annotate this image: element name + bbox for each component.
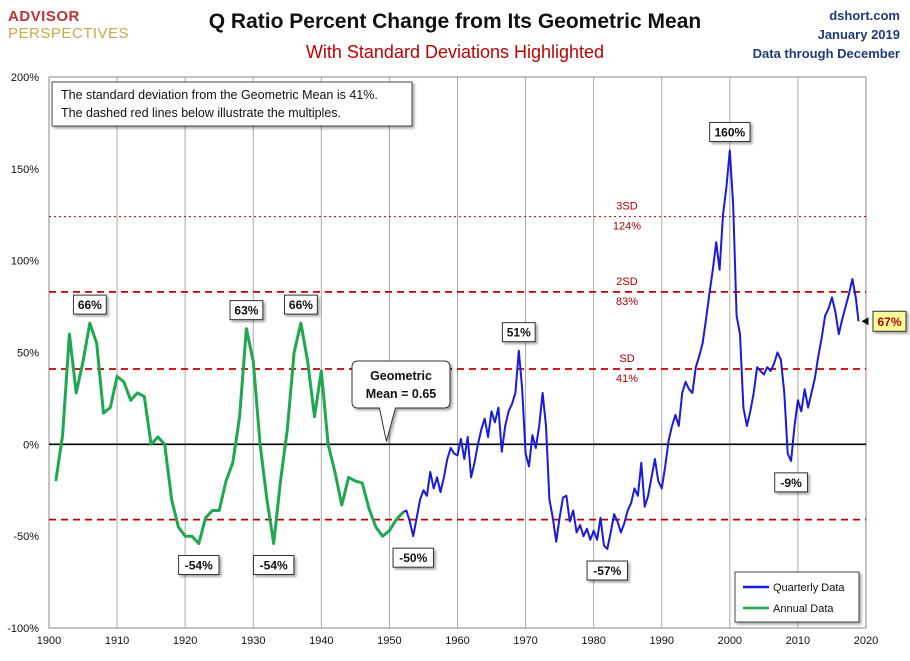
reference-lines: 3SD 124% 2SD 83% SD 41% [49, 201, 866, 521]
annotation-label: 160% [714, 125, 745, 139]
value-annotation: 66% [284, 294, 318, 315]
legend-annual-label: Annual Data [773, 603, 834, 615]
y-tick-label: 200% [11, 72, 39, 84]
x-tick-label: 2000 [718, 635, 742, 647]
series-layer [54, 149, 860, 550]
sd-value-label: 41% [616, 373, 638, 385]
value-annotation: -54% [252, 555, 295, 576]
x-tick-label: 2010 [786, 635, 810, 647]
sd-value-label: 124% [613, 221, 641, 233]
annotation-box [501, 322, 536, 343]
x-tick-label: 2020 [854, 635, 878, 647]
legend-quarterly-label: Quarterly Data [773, 582, 845, 594]
x-tick-label: 1900 [37, 635, 61, 647]
sd-value-label: 83% [616, 296, 638, 308]
callout-line1: Geometric [370, 369, 432, 383]
series-line-quarterly [402, 149, 860, 550]
source-block: dshort.com January 2019 Data through Dec… [753, 6, 900, 63]
annotation-label: -57% [593, 564, 621, 578]
y-tick-label: -100% [7, 623, 39, 635]
value-annotation: 160% [709, 121, 751, 142]
value-annotation: -9% [774, 472, 809, 493]
annotation-layer: 66% 63% 66% 51% 160% -54% -54% -50% -57% -9% Geome… [72, 121, 907, 581]
last-value-text: 67% [877, 315, 901, 329]
annotation-box [178, 555, 220, 576]
source-date: January 2019 [817, 27, 900, 42]
y-tick-label: 0% [23, 439, 39, 451]
brand-line1: ADVISOR [8, 8, 80, 25]
x-tick-label: 1970 [513, 635, 537, 647]
annotation-box [709, 121, 751, 142]
info-box-line2: The dashed red lines below illustrate th… [61, 106, 341, 120]
annotation-label: 51% [507, 326, 531, 340]
annotation-box [72, 294, 107, 315]
last-value-box [872, 310, 907, 332]
value-annotation: 66% [72, 294, 107, 315]
value-annotation: 51% [501, 322, 536, 343]
annotation-box [774, 472, 809, 493]
x-tick-label: 1920 [173, 635, 197, 647]
geometric-mean-callout: Geometric Mean = 0.65 [351, 360, 451, 442]
annotation-label: 63% [234, 304, 258, 318]
callout-line2: Mean = 0.65 [366, 387, 437, 401]
x-tick-label: 1950 [377, 635, 401, 647]
last-value-arrow [861, 317, 869, 326]
value-annotation: -50% [392, 547, 434, 568]
y-tick-label: 150% [11, 164, 39, 176]
annotation-box [392, 547, 434, 568]
info-box-line1: The standard deviation from the Geometri… [61, 88, 378, 102]
annotation-box [229, 300, 264, 321]
chart-subtitle: With Standard Deviations Highlighted [305, 42, 605, 62]
callout-bubble [351, 360, 451, 442]
annotation-box [284, 294, 318, 315]
brand-logo: ADVISOR PERSPECTIVES [8, 8, 129, 42]
value-annotation: 63% [229, 300, 264, 321]
x-tick-label: 1990 [650, 635, 674, 647]
source-note: Data through December [752, 46, 900, 61]
x-tick-label: 1930 [241, 635, 265, 647]
y-tick-label: -50% [13, 531, 39, 543]
y-tick-label: 50% [17, 348, 39, 360]
annotation-label: -54% [260, 559, 288, 573]
series-line-annual [54, 321, 405, 545]
annotation-label: 66% [78, 298, 102, 312]
annotation-label: -54% [185, 559, 213, 573]
sd-label: 3SD [616, 201, 637, 213]
x-tick-label: 1910 [105, 635, 129, 647]
x-tick-label: 1980 [581, 635, 605, 647]
annotation-box [252, 555, 295, 576]
value-annotation: -54% [178, 555, 220, 576]
brand-line2: PERSPECTIVES [8, 25, 130, 42]
sd-label: 2SD [616, 276, 637, 288]
x-tick-label: 1960 [445, 635, 469, 647]
info-box [51, 81, 413, 127]
y-tick-label: 100% [11, 256, 39, 268]
last-value-label: 67% [861, 310, 907, 332]
sd-label: SD [619, 353, 634, 365]
legend [734, 571, 860, 623]
grid-layer [116, 77, 799, 628]
annotation-box [586, 560, 628, 581]
source-site: dshort.com [829, 8, 900, 23]
annotation-label: -9% [780, 476, 802, 490]
value-annotation: -57% [586, 560, 628, 581]
axis-layer: 1900 1910 1920 1930 1940 1950 1960 1970 1980 1990… [7, 72, 878, 647]
annotation-label: 66% [289, 298, 313, 312]
x-tick-label: 1940 [309, 635, 333, 647]
chart-title: Q Ratio Percent Change from Its Geometri… [208, 10, 702, 33]
annotation-label: -50% [399, 551, 427, 565]
